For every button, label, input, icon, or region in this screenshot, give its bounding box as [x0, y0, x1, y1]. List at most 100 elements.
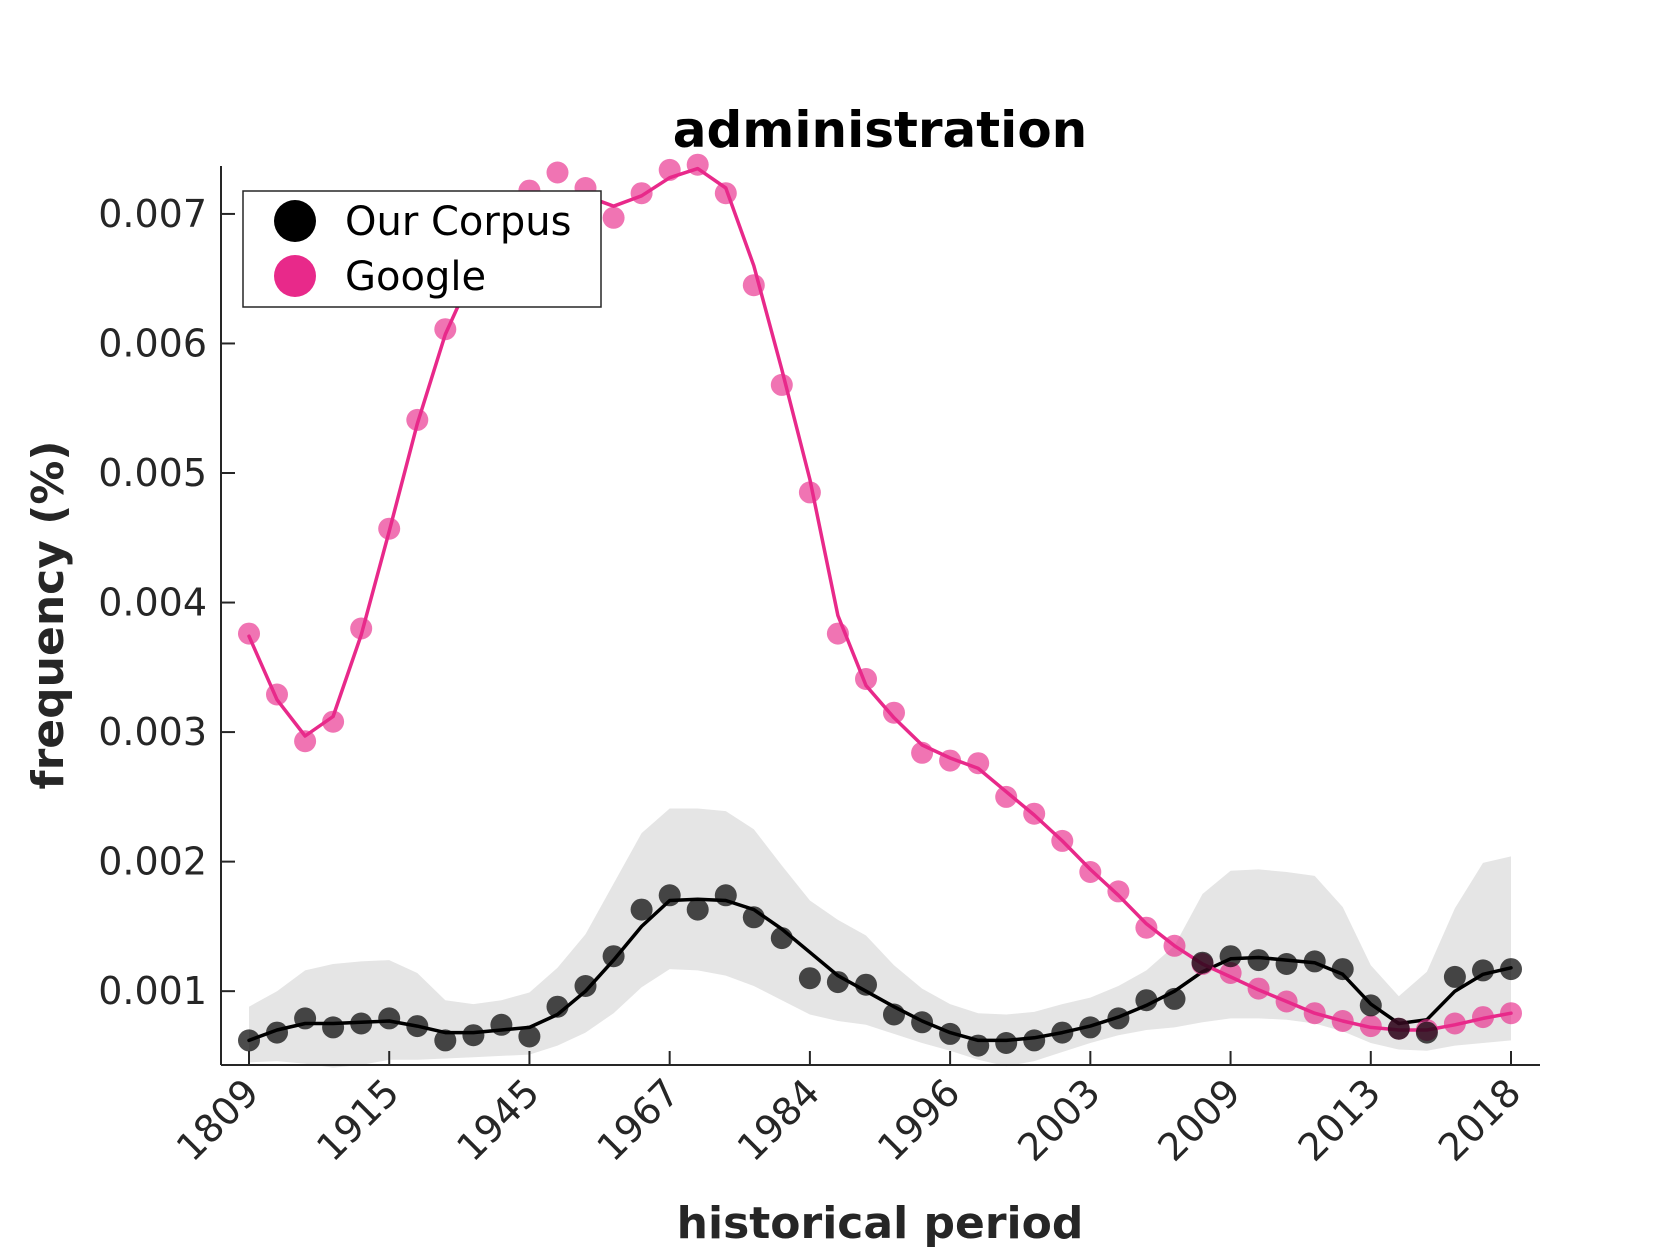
point-our-corpus-16: [686, 898, 709, 921]
point-google-40: [1359, 1015, 1382, 1038]
point-google-45: [1500, 1002, 1522, 1025]
point-google-32: [1135, 916, 1158, 939]
confidence-band-our-corpus: [249, 808, 1511, 1068]
point-our-corpus-14: [630, 898, 653, 921]
point-our-corpus-17: [714, 884, 737, 907]
x-tick-label: 1984: [729, 1070, 829, 1170]
point-our-corpus-35: [1219, 945, 1242, 968]
point-google-16: [686, 153, 709, 176]
confidence-band-layer: [249, 808, 1511, 1068]
x-tick-label: 2003: [1009, 1070, 1109, 1170]
point-google-23: [883, 701, 905, 724]
point-google-2: [294, 730, 317, 753]
point-google-24: [911, 741, 934, 764]
point-google-5: [378, 517, 401, 540]
point-our-corpus-32: [1135, 989, 1158, 1012]
point-our-corpus-5: [378, 1007, 401, 1030]
axes: [220, 166, 1540, 1066]
x-tick-label: 1809: [168, 1070, 268, 1170]
point-our-corpus-2: [294, 1007, 317, 1030]
point-our-corpus-40: [1359, 994, 1382, 1017]
legend-label-google: Google: [345, 254, 486, 300]
point-google-20: [798, 481, 821, 504]
y-tick-label: 0.003: [98, 710, 207, 754]
x-tick-label: 1996: [869, 1070, 969, 1170]
point-our-corpus-10: [518, 1025, 541, 1048]
x-tick-label: 2013: [1290, 1070, 1390, 1170]
point-our-corpus-34: [1191, 951, 1214, 974]
point-google-18: [742, 274, 765, 297]
point-google-21: [826, 622, 849, 645]
point-our-corpus-11: [546, 995, 569, 1018]
point-our-corpus-8: [462, 1024, 485, 1047]
point-our-corpus-4: [350, 1012, 373, 1035]
y-tick-label: 0.002: [98, 840, 207, 884]
point-google-19: [770, 373, 793, 396]
y-tick-label: 0.007: [98, 192, 207, 236]
point-google-13: [602, 206, 625, 229]
point-our-corpus-21: [826, 971, 849, 994]
point-google-15: [658, 158, 681, 181]
point-our-corpus-44: [1472, 959, 1494, 982]
point-our-corpus-29: [1051, 1021, 1074, 1044]
point-google-35: [1219, 962, 1242, 984]
point-our-corpus-24: [911, 1011, 934, 1034]
y-tick-label: 0.006: [98, 321, 207, 365]
point-google-33: [1163, 934, 1186, 957]
point-our-corpus-19: [770, 927, 793, 950]
point-google-22: [855, 668, 877, 690]
point-our-corpus-28: [1023, 1029, 1046, 1052]
point-our-corpus-43: [1443, 965, 1466, 988]
legend-label-our-corpus: Our Corpus: [345, 199, 571, 245]
point-our-corpus-31: [1107, 1007, 1130, 1030]
y-tick-label: 0.004: [98, 581, 207, 625]
chart-title: administration: [673, 101, 1088, 159]
point-our-corpus-33: [1163, 987, 1186, 1010]
point-our-corpus-9: [490, 1013, 513, 1036]
x-tick-label: 1967: [589, 1070, 689, 1170]
point-our-corpus-7: [434, 1029, 457, 1052]
point-our-corpus-23: [883, 1003, 905, 1026]
y-ticks: 0.001 0.002 0.003 0.004 0.005 0.006 0.007: [98, 192, 235, 1013]
point-google-4: [350, 617, 373, 640]
point-our-corpus-26: [967, 1034, 990, 1057]
point-our-corpus-0: [238, 1029, 260, 1052]
point-google-31: [1107, 880, 1130, 903]
x-tick-label: 2018: [1430, 1070, 1530, 1170]
x-axis-label: historical period: [677, 1198, 1084, 1249]
point-google-17: [714, 182, 737, 205]
series-points-layer: [238, 153, 1522, 1057]
point-google-43: [1443, 1012, 1466, 1035]
point-our-corpus-1: [266, 1021, 288, 1044]
point-google-26: [967, 752, 990, 775]
point-google-3: [322, 710, 345, 733]
point-our-corpus-27: [995, 1032, 1018, 1054]
point-google-14: [630, 182, 653, 205]
point-our-corpus-36: [1247, 949, 1270, 972]
point-google-36: [1247, 977, 1270, 1000]
point-google-39: [1331, 1010, 1354, 1032]
point-our-corpus-25: [939, 1022, 962, 1045]
legend-marker-our-corpus: [274, 200, 316, 242]
point-our-corpus-38: [1303, 950, 1326, 973]
point-our-corpus-30: [1079, 1016, 1102, 1039]
line-our-corpus: [247, 897, 1513, 1043]
point-google-11: [546, 161, 569, 184]
y-tick-label: 0.001: [98, 969, 207, 1013]
point-our-corpus-6: [406, 1015, 429, 1038]
point-our-corpus-12: [574, 975, 597, 997]
point-our-corpus-42: [1415, 1021, 1438, 1044]
point-google-6: [406, 408, 429, 431]
point-our-corpus-13: [602, 945, 625, 968]
point-our-corpus-22: [855, 973, 877, 996]
x-tick-label: 2009: [1149, 1070, 1249, 1170]
y-tick-label: 0.005: [98, 451, 207, 495]
legend: Our Corpus Google: [242, 190, 602, 308]
point-our-corpus-45: [1500, 958, 1522, 981]
point-our-corpus-18: [742, 906, 765, 929]
point-google-37: [1275, 990, 1298, 1013]
point-google-1: [266, 683, 288, 706]
point-google-27: [995, 785, 1018, 808]
x-ticks: 1809 1915 1945 1967 1984 1996 2003 2009 2013 2018: [168, 1051, 1530, 1170]
